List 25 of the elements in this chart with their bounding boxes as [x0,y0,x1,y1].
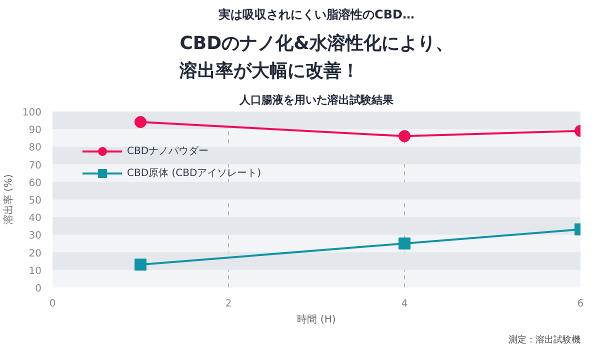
y-tick-label: 100 [22,108,42,118]
y-tick-label: 60 [28,178,42,189]
x-tick-label: 2 [225,298,232,310]
y-tick-label: 0 [35,284,42,294]
y-tick-label: 80 [28,142,42,154]
y-tick-label: 10 [28,266,42,277]
x-axis-title: 時間 (H) [297,314,336,326]
legend-label: CBD原体 (CBDアイソレート) [127,167,262,180]
point [134,258,146,271]
y-tick-label: 90 [28,125,42,136]
chart-title: CBDのナノ化&水溶性化により、溶出率が大幅に改善！ [178,33,454,82]
y-tick-label: 50 [28,196,42,206]
text: 人口腸液を用いた溶出試験結果 [238,94,394,106]
y-tick-label: 70 [28,160,42,172]
y-tick-label: 30 [28,230,42,242]
y-axis-title: 溶出率 (%) [2,174,14,225]
x-tick-label: 0 [49,298,56,310]
point [134,116,146,128]
chart-subtitle: 実は吸収されにくい脂溶性のCBD… [218,8,414,22]
legend-label: CBDナノパウダー [127,145,209,158]
x-tick-label: 4 [401,298,408,310]
y-tick-label: 20 [28,248,42,260]
text: 測定：溶出試験機 [508,334,580,346]
x-tick-label: 6 [577,298,584,310]
y-tick-label: 40 [28,213,42,224]
